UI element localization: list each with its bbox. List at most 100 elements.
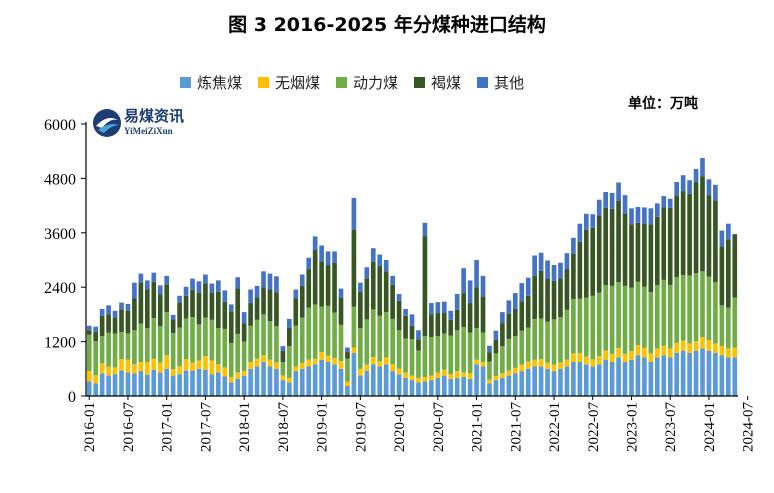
- bar-segment-series-1: [538, 359, 544, 367]
- bar-segment-series-2: [525, 327, 531, 362]
- bar-segment-series-4: [558, 262, 563, 279]
- bar-segment-series-3: [216, 291, 221, 328]
- legend-swatch: [258, 76, 270, 88]
- bar-segment-series-0: [241, 375, 247, 396]
- bar-segment-series-3: [345, 352, 350, 359]
- bar-segment-series-1: [648, 353, 654, 362]
- bar-segment-series-2: [241, 341, 247, 372]
- bar-segment-series-3: [145, 289, 150, 328]
- bar-segment-series-0: [157, 372, 163, 396]
- x-tick-label: 2024-07: [741, 402, 757, 452]
- bar-segment-series-0: [616, 357, 621, 396]
- bar-segment-series-4: [448, 310, 454, 320]
- x-tick-label: 2021-07: [508, 402, 524, 452]
- bar-segment-series-3: [99, 315, 105, 337]
- bar-segment-series-3: [725, 239, 731, 308]
- bar-segment-series-1: [183, 359, 189, 371]
- bar-segment-series-2: [680, 274, 686, 341]
- bar-segment-series-4: [500, 312, 505, 324]
- bar-segment-series-0: [435, 377, 441, 396]
- bar-segment-series-0: [732, 357, 738, 396]
- bar-segment-series-4: [654, 203, 660, 217]
- bar-segment-series-4: [667, 198, 673, 208]
- x-tick-label: 2017-01: [160, 402, 176, 452]
- bar-segment-series-2: [364, 319, 370, 365]
- bar-segment-series-2: [506, 338, 512, 371]
- bar-segment-series-1: [487, 379, 492, 384]
- bar-segment-series-3: [190, 289, 195, 318]
- bar-segment-series-1: [287, 377, 292, 383]
- bar-segment-series-4: [661, 196, 667, 208]
- bar-segment-series-3: [138, 282, 144, 324]
- bar-segment-series-1: [345, 381, 350, 387]
- bar-segment-series-3: [358, 291, 363, 328]
- bar-segment-series-4: [525, 277, 531, 296]
- bar-segment-series-1: [248, 362, 253, 369]
- bar-segment-series-3: [396, 300, 402, 331]
- bar-segment-series-4: [325, 251, 331, 265]
- bar-segment-series-0: [358, 375, 363, 396]
- bar-segment-series-4: [596, 199, 602, 216]
- bar-segment-series-0: [228, 382, 234, 396]
- legend-swatch: [414, 76, 426, 88]
- bar-segment-series-4: [622, 195, 628, 214]
- bar-segment-series-3: [112, 317, 118, 334]
- x-tick-label: 2018-01: [237, 402, 253, 452]
- bar-segment-series-1: [506, 370, 512, 376]
- bar-segment-series-4: [93, 326, 99, 333]
- legend-item-3: 褐煤: [414, 72, 461, 93]
- bar-segment-series-4: [506, 300, 512, 314]
- bar-segment-series-4: [687, 180, 692, 194]
- bar-segment-series-2: [706, 276, 712, 341]
- bar-segment-series-2: [377, 315, 383, 362]
- bar-segment-series-1: [403, 372, 408, 378]
- bar-segment-series-0: [545, 368, 550, 396]
- bar-segment-series-2: [480, 332, 486, 362]
- bar-segment-series-1: [603, 350, 608, 360]
- bar-segment-series-1: [616, 347, 621, 358]
- bar-segment-series-2: [493, 353, 499, 377]
- bar-segment-series-3: [616, 200, 621, 283]
- bar-segment-series-3: [467, 303, 473, 333]
- bar-segment-series-3: [293, 298, 299, 326]
- x-tick-label: 2023-07: [663, 402, 679, 452]
- legend-label: 无烟煤: [275, 73, 321, 92]
- bar-segment-series-3: [706, 195, 712, 277]
- bar-segment-series-1: [99, 363, 105, 374]
- x-tick-label: 2016-07: [121, 402, 137, 452]
- bar-segment-series-3: [551, 280, 557, 320]
- bar-segment-series-1: [254, 358, 260, 367]
- bar-segment-series-4: [422, 222, 428, 237]
- bar-segment-series-3: [364, 278, 370, 320]
- bar-segment-series-0: [364, 371, 370, 396]
- bar-segment-series-0: [86, 381, 92, 396]
- bar-segment-series-4: [157, 285, 163, 295]
- bar-segment-series-0: [441, 375, 447, 396]
- bar-segment-series-1: [93, 375, 99, 384]
- bar-segment-series-1: [680, 340, 686, 351]
- bar-segment-series-3: [596, 215, 602, 293]
- bar-segment-series-2: [422, 336, 428, 377]
- bar-segment-series-3: [319, 261, 324, 307]
- bar-segment-series-4: [338, 288, 344, 298]
- bar-segment-series-0: [558, 368, 563, 396]
- bar-segment-series-1: [467, 373, 473, 379]
- bar-segment-series-3: [325, 264, 331, 306]
- bar-segment-series-3: [622, 213, 628, 286]
- bar-segment-series-1: [667, 348, 673, 358]
- bar-segment-series-1: [732, 347, 738, 358]
- bar-segment-series-4: [345, 347, 350, 353]
- bar-segment-series-3: [125, 310, 131, 334]
- bar-segment-series-4: [616, 182, 621, 201]
- brand-logo: 易煤资讯 YiMeiZiXun: [92, 104, 208, 144]
- bar-segment-series-4: [132, 282, 137, 299]
- bar-segment-series-3: [687, 193, 692, 276]
- bar-segment-series-1: [377, 361, 383, 367]
- bar-segment-series-3: [732, 234, 738, 298]
- bar-segment-series-4: [183, 286, 189, 296]
- bar-segment-series-0: [532, 366, 537, 396]
- bar-segment-series-2: [700, 271, 705, 338]
- x-tick-label: 2023-01: [625, 402, 641, 452]
- bar-segment-series-0: [274, 368, 279, 396]
- bar-segment-series-4: [319, 245, 324, 262]
